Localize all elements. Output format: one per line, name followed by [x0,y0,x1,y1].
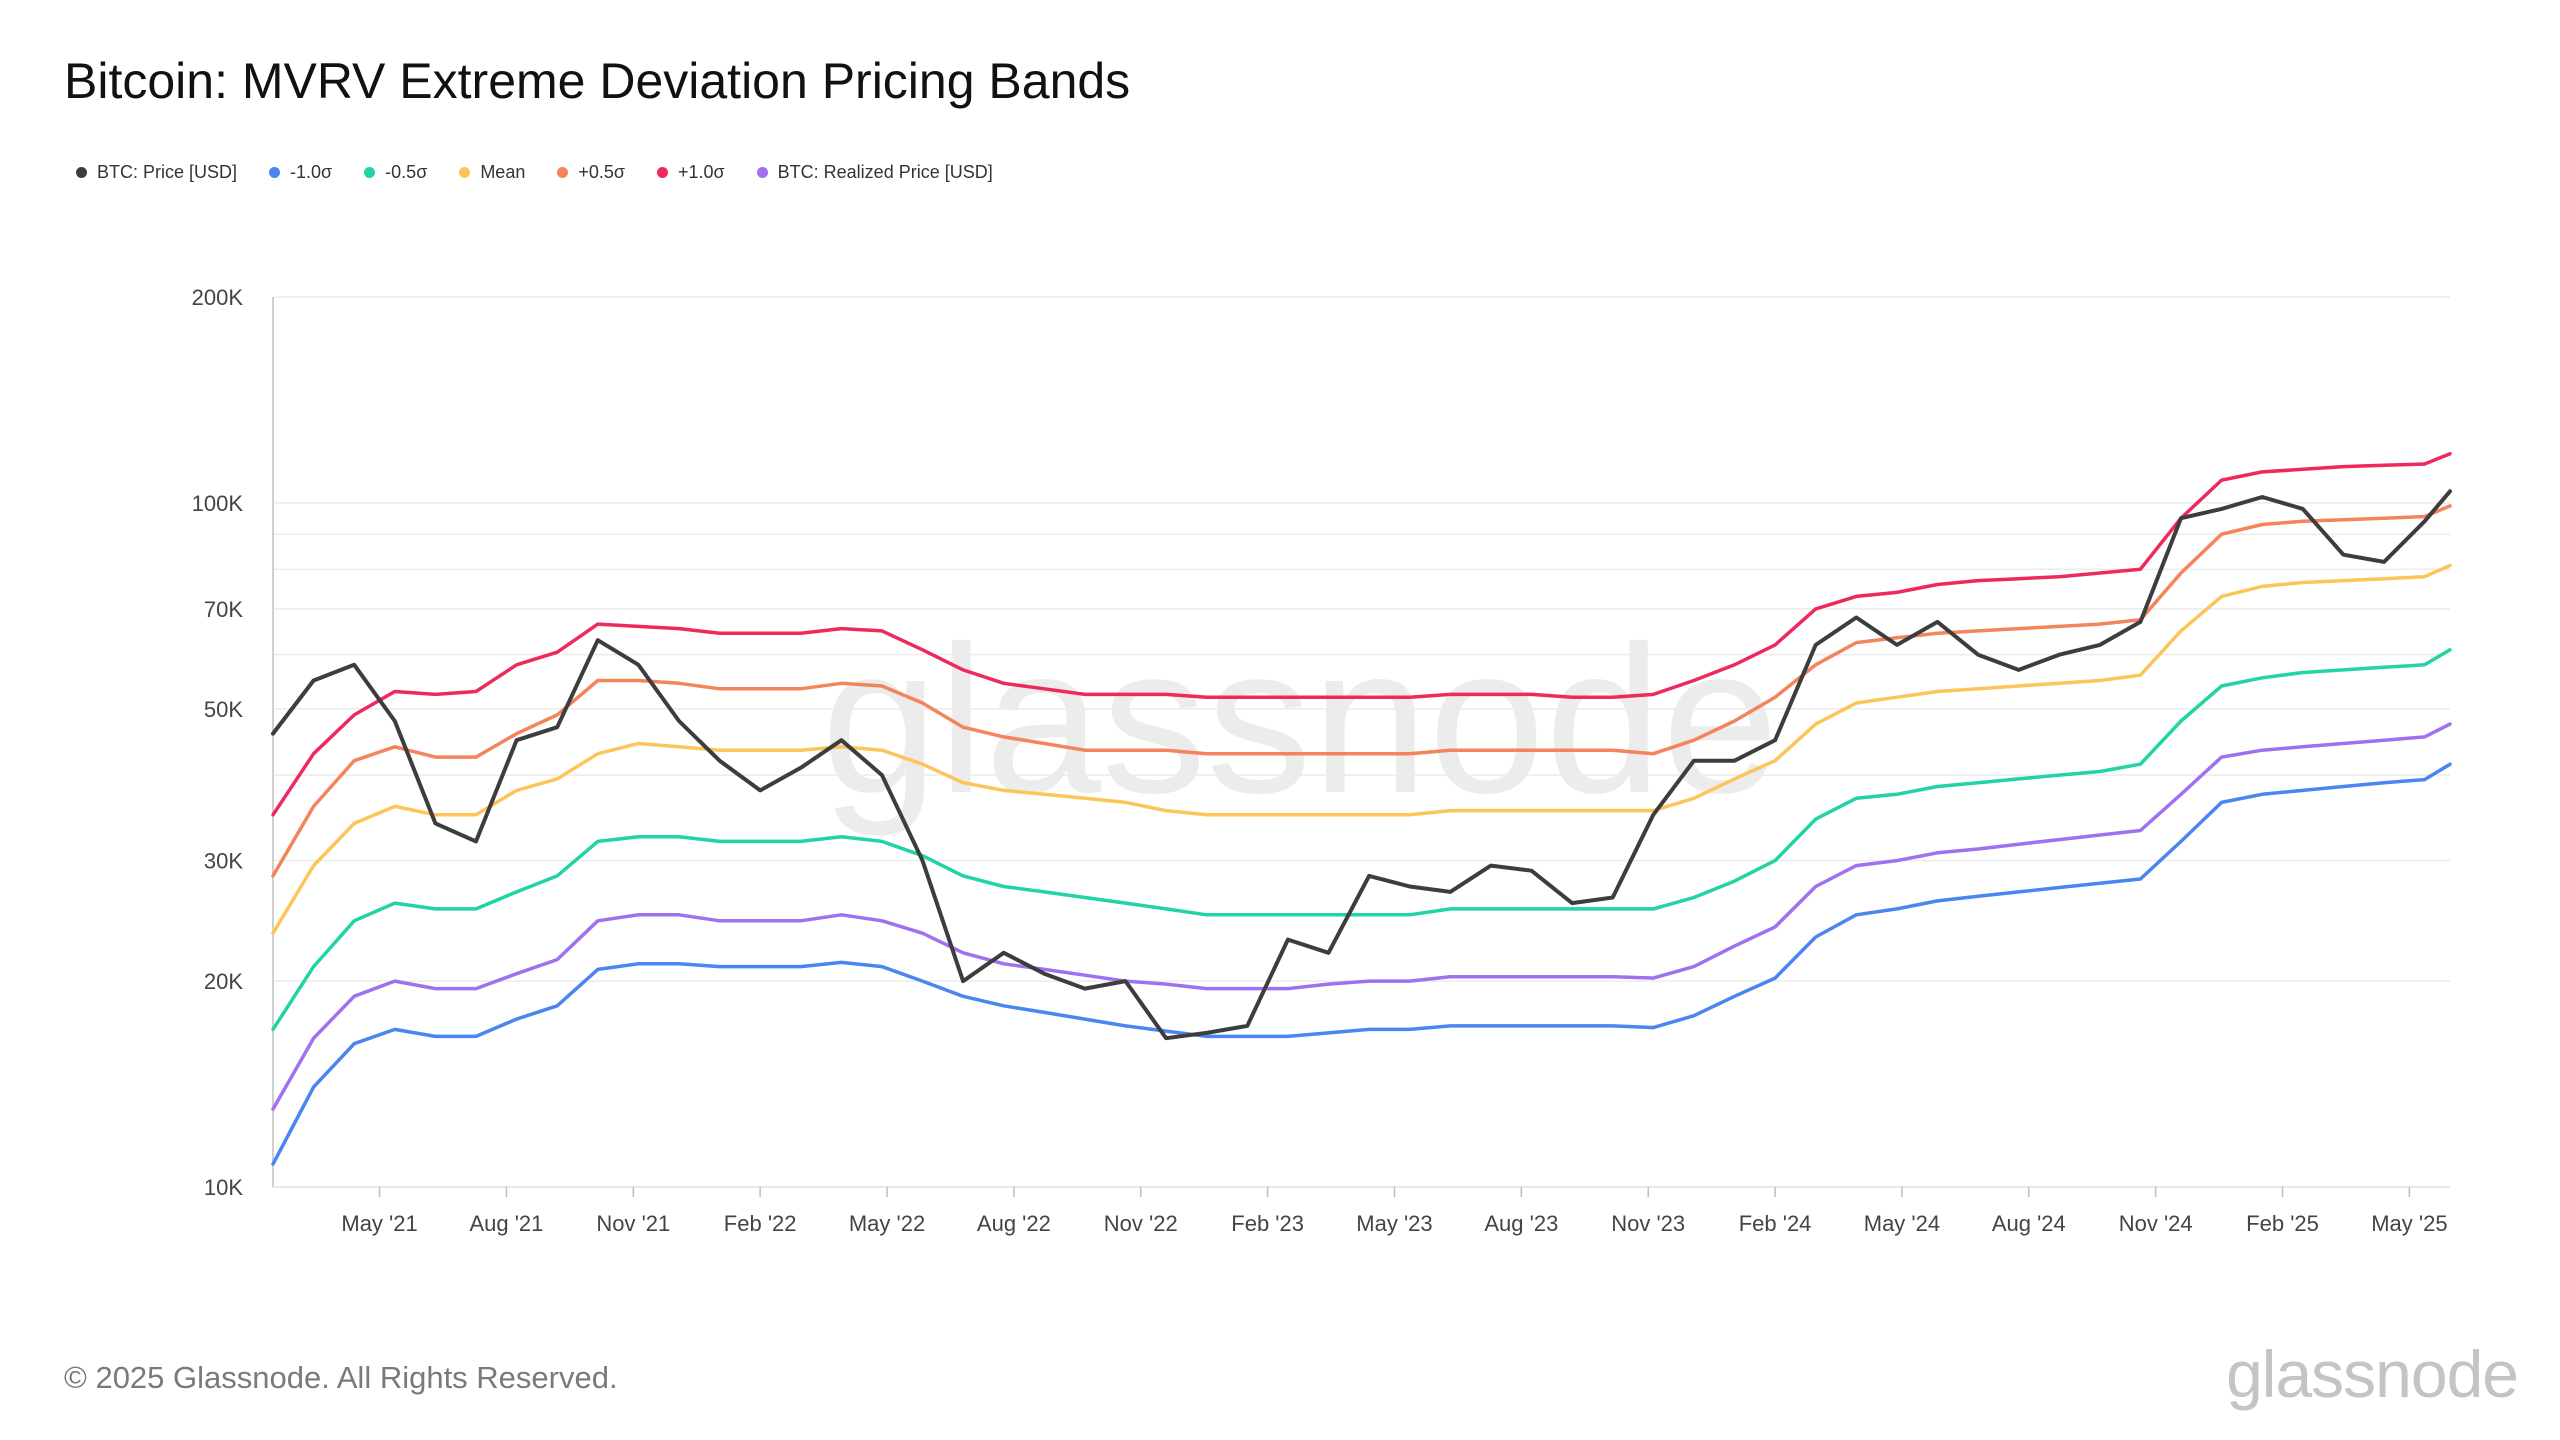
x-tick-label: May '21 [341,1211,417,1236]
y-tick-label: 100K [192,491,244,516]
y-tick-label: 30K [204,849,243,874]
y-tick-label: 70K [204,597,243,622]
x-tick-label: Nov '24 [2119,1211,2193,1236]
legend-label: +0.5σ [578,162,625,182]
series-line-0-5 [271,648,2452,1032]
series-group [271,452,2452,1166]
series-line-mean [271,563,2452,935]
legend-item[interactable]: +0.5σ [557,162,625,183]
x-tick-label: Feb '24 [1739,1211,1812,1236]
legend-dot-icon [269,167,281,178]
x-tick-label: Feb '25 [2246,1211,2319,1236]
series-line-1-0 [271,762,2452,1166]
legend-item[interactable]: +1.0σ [657,162,725,183]
x-tick-label: Aug '22 [977,1211,1051,1236]
series-line-0-5 [271,504,2452,878]
x-tick-label: Nov '23 [1611,1211,1685,1236]
axes: 10K 20K 30K 50K 70K 100K 200K May '21 Aug '21 Nov… [192,285,2450,1236]
chart-title: Bitcoin: MVRV Extreme Deviation Pricing … [64,53,1131,109]
x-tick-label: May '22 [849,1211,925,1236]
y-tick-label: 20K [204,969,243,994]
legend-dot-icon [76,167,87,178]
y-tick-label: 200K [192,285,244,310]
legend-dot-icon [364,167,376,178]
x-tick-label: Nov '22 [1104,1211,1178,1236]
y-tick-label: 10K [204,1175,243,1200]
y-tick-label: 50K [204,697,243,722]
legend-label: BTC: Price [USD] [97,162,238,182]
legend-label: BTC: Realized Price [USD] [777,162,993,182]
legend-dot-icon [557,167,569,178]
series-line-btc-price-usd [271,489,2452,1041]
legend-item[interactable]: -1.0σ [269,162,332,183]
x-tick-label: May '25 [2371,1211,2447,1236]
legend-label: -1.0σ [290,162,333,182]
x-tick-label: Aug '21 [469,1211,543,1236]
legend-item[interactable]: BTC: Realized Price [USD] [756,162,993,183]
brand-logo: glassnode [2226,1337,2519,1411]
x-tick-label: May '24 [1864,1211,1940,1236]
x-tick-label: Feb '23 [1231,1211,1304,1236]
x-tick-label: Aug '23 [1484,1211,1558,1236]
series-line-1-0 [271,452,2452,817]
legend-item[interactable]: -0.5σ [364,162,427,183]
legend-dot-icon [756,167,768,178]
watermark: glassnode [821,602,1778,837]
copyright-text: © 2025 Glassnode. All Rights Reserved. [64,1360,618,1395]
legend: BTC: Price [USD] -1.0σ -0.5σ Mean +0.5σ +1.0σ… [76,162,1025,183]
legend-label: +1.0σ [678,162,725,182]
x-tick-label: May '23 [1356,1211,1432,1236]
x-tick-label: Aug '24 [1992,1211,2066,1236]
x-tick-label: Feb '22 [724,1211,797,1236]
legend-item[interactable]: BTC: Price [USD] [76,162,237,183]
legend-dot-icon [657,167,668,178]
legend-dot-icon [459,167,471,178]
legend-label: -0.5σ [385,162,428,182]
series-line-btc-realized-price-usd [271,722,2452,1111]
x-tick-label: Nov '21 [596,1211,670,1236]
legend-item[interactable]: Mean [459,162,525,183]
legend-label: Mean [480,162,526,182]
